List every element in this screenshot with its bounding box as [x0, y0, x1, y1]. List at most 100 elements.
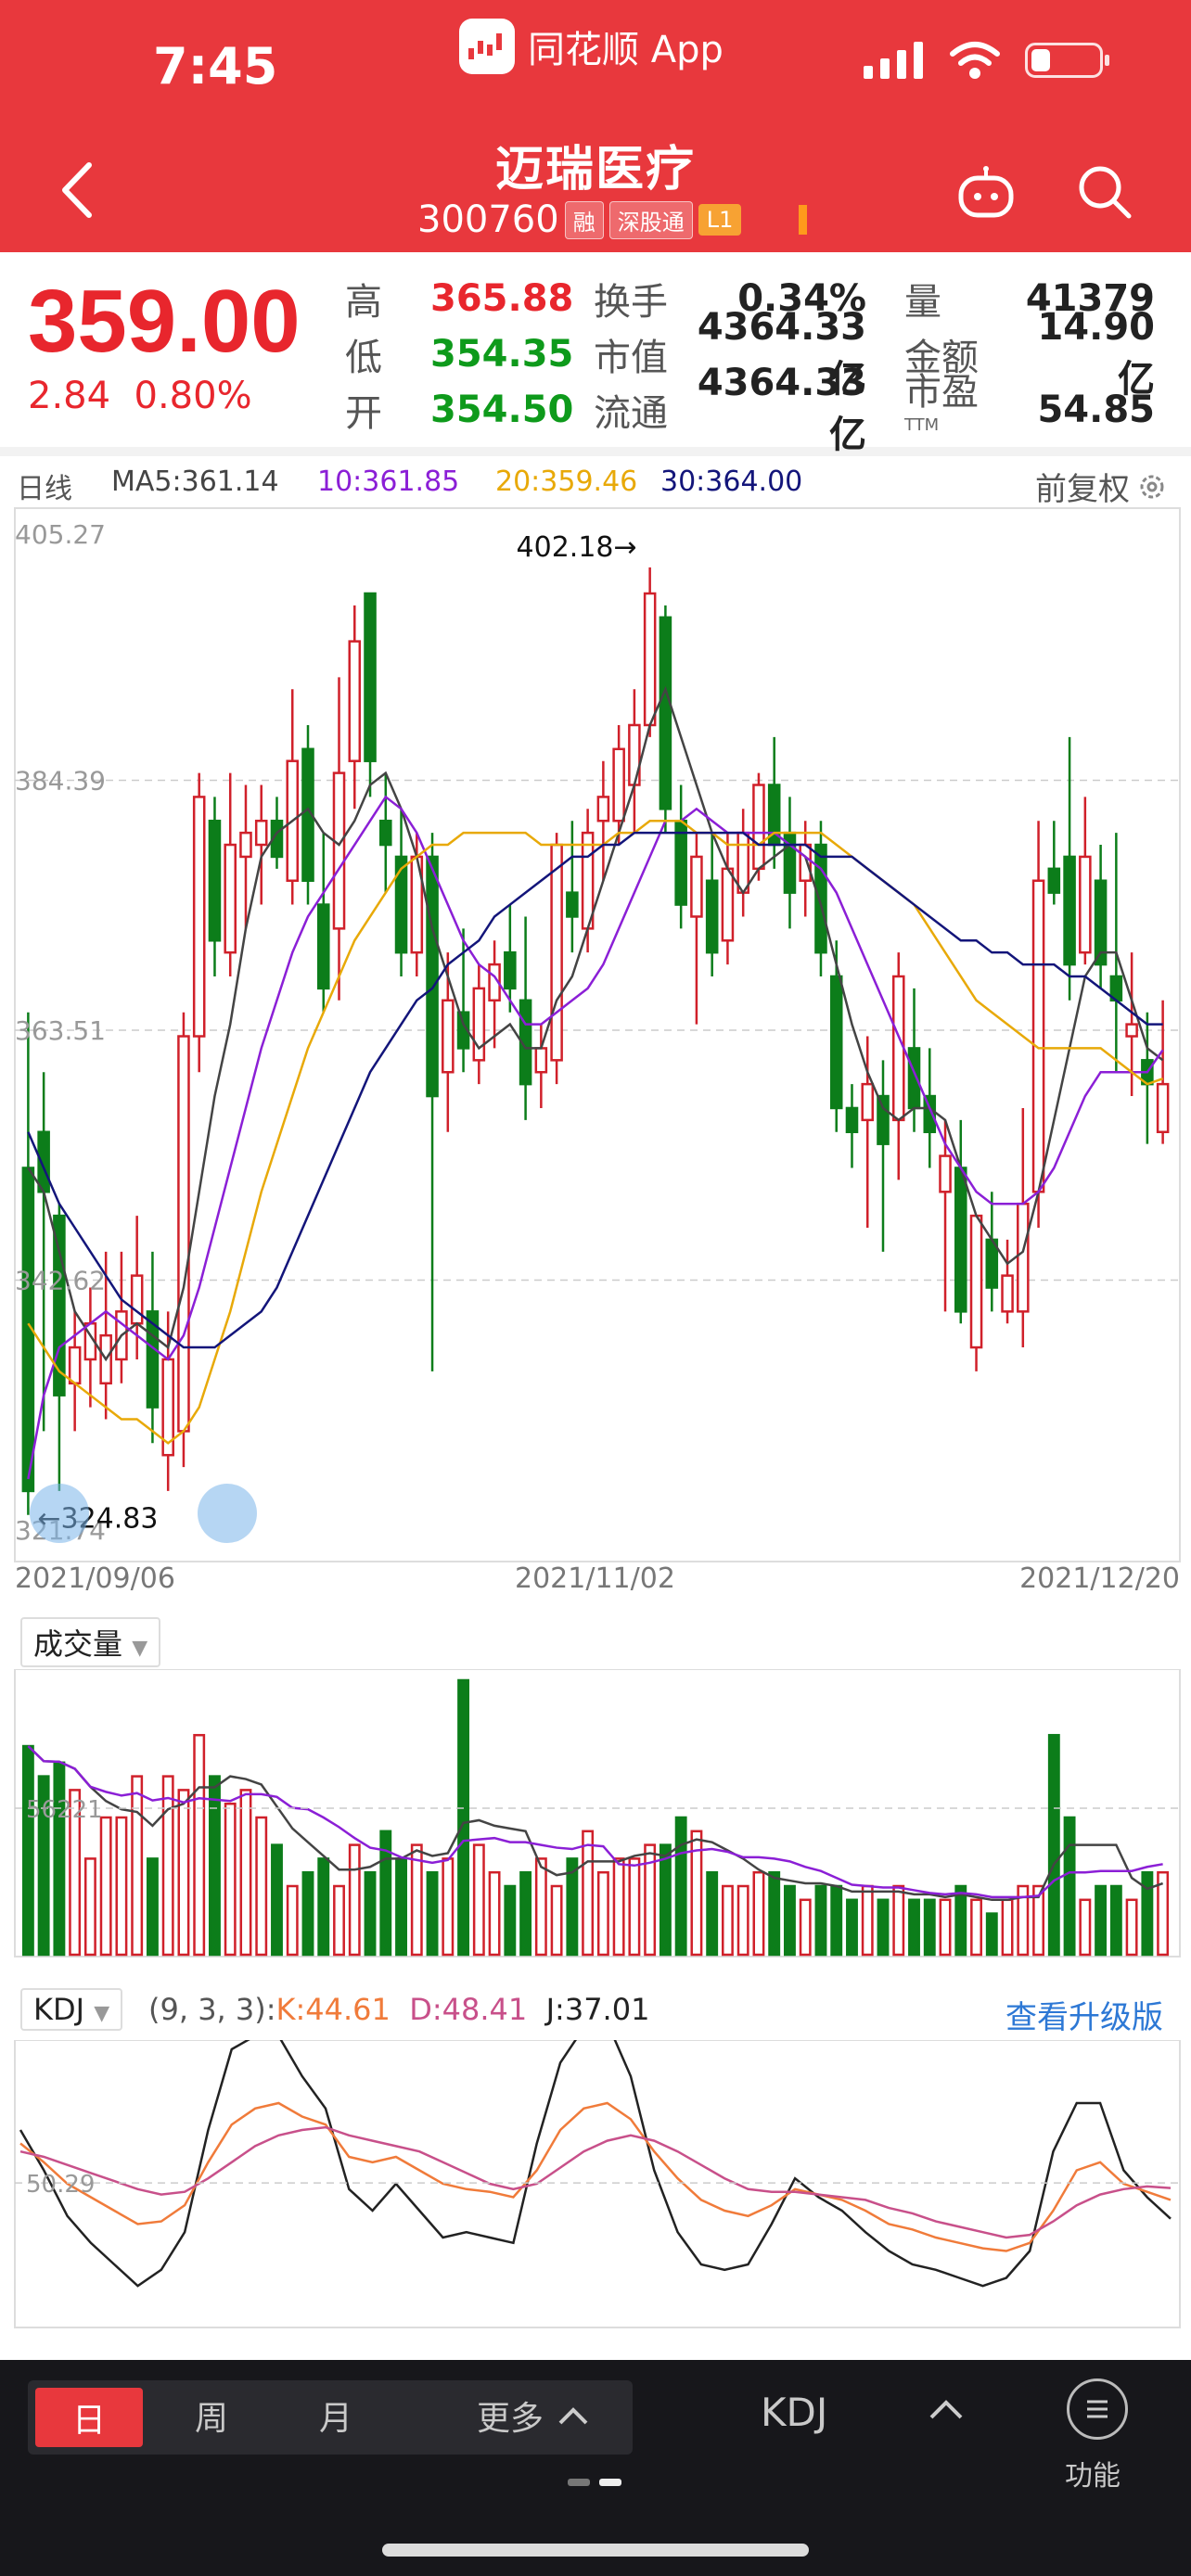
period-week-button[interactable]: 周: [195, 2400, 229, 2438]
scroll-right-handle[interactable]: [198, 1484, 257, 1543]
app-header: 7:45 同花顺 App 迈瑞医疗 300760: [0, 0, 1191, 252]
volume-bar: [426, 1870, 439, 1957]
upgrade-link[interactable]: 查看升级版: [1005, 1999, 1163, 2036]
x-date-label: 2021/11/02: [515, 1562, 675, 1595]
candle-body: [1031, 879, 1045, 1193]
indicator-switch-button[interactable]: KDJ: [761, 2390, 828, 2435]
volume-bar: [1047, 1733, 1060, 1957]
volume-bar: [877, 1898, 890, 1957]
adjust-setting[interactable]: 前复权: [1035, 464, 1169, 509]
volume-bar: [317, 1857, 330, 1957]
chevron-up-icon[interactable]: [928, 2397, 965, 2421]
volume-bar: [596, 1870, 609, 1957]
volume-bar: [908, 1898, 920, 1957]
app-logo-icon: [459, 19, 515, 74]
candle-body: [969, 1214, 983, 1349]
page-dot: [568, 2479, 590, 2486]
kline-chart[interactable]: 405.27384.39363.51342.62321.742021/09/06…: [0, 501, 1191, 1613]
period-month-button[interactable]: 月: [319, 2400, 353, 2438]
volume-bar: [21, 1744, 34, 1957]
volume-bar: [892, 1884, 905, 1957]
quote-label: 金额: [904, 337, 979, 379]
home-indicator[interactable]: [382, 2544, 809, 2557]
volume-bar: [1095, 1884, 1108, 1957]
volume-bar: [333, 1884, 345, 1957]
volume-bar: [674, 1816, 687, 1957]
indicator-label: KDJ: [33, 1992, 85, 2027]
candle-body: [799, 843, 812, 882]
volume-bar: [177, 1789, 190, 1957]
volume-chart[interactable]: 56221: [0, 1669, 1191, 1966]
quote-col-2: 换手 0.34% 市值 4364.33亿 流通 4364.33亿: [594, 271, 866, 456]
candle-body: [364, 592, 377, 762]
kdj-j-value: J:37.01: [545, 1992, 650, 2027]
candle-body: [566, 891, 579, 918]
indicator-selector[interactable]: KDJ ▼: [20, 1988, 123, 2031]
candle-body: [845, 1106, 859, 1134]
volume-bar: [799, 1898, 812, 1957]
volume-bar: [457, 1678, 470, 1957]
period-day-button[interactable]: 日: [35, 2388, 143, 2447]
ma20-line: [27, 819, 1164, 1445]
candle-body: [442, 999, 455, 1074]
volume-bar: [582, 1830, 595, 1957]
quote-label: 流通: [594, 392, 668, 435]
quote-value: 354.35: [430, 333, 574, 376]
quote-value: 14.90亿: [1037, 306, 1155, 401]
volume-bar: [239, 1789, 252, 1957]
quote-value: 0.34%: [737, 277, 866, 320]
candle-body: [1125, 1023, 1138, 1038]
y-tick-label: 342.62: [15, 1266, 106, 1296]
kdj-tick-label: 50.29: [26, 2171, 95, 2199]
stock-code-row: 300760 融 深股通 L1: [417, 198, 808, 241]
function-menu-button[interactable]: [1067, 2378, 1128, 2440]
app-indicator: 同花顺 App: [459, 17, 724, 76]
robot-assistant-icon[interactable]: [955, 165, 1017, 221]
candle-body: [1001, 1274, 1014, 1313]
volume-bar: [985, 1912, 998, 1957]
volume-selector[interactable]: 成交量 ▼: [20, 1617, 161, 1667]
candle-body: [53, 1214, 66, 1396]
volume-tick-label: 56221: [26, 1796, 103, 1824]
gear-icon: [1140, 475, 1164, 498]
volume-bar: [1109, 1884, 1122, 1957]
volume-bar: [1001, 1898, 1014, 1957]
ma-legend-bar: 日线 MA5:361.14 10:361.85 20:359.46 30:364…: [0, 456, 1191, 508]
volume-bar: [286, 1884, 299, 1957]
candle-body: [130, 1274, 144, 1325]
candle-body: [332, 772, 346, 930]
kdj-k-line: [19, 2101, 1172, 2252]
chevron-up-icon: [558, 2407, 588, 2425]
candle-body: [224, 843, 237, 954]
menu-icon: [1087, 2400, 1108, 2418]
volume-bar: [814, 1884, 827, 1957]
search-icon[interactable]: [1076, 163, 1133, 221]
quote-label: 低: [345, 337, 382, 379]
candle-body: [596, 796, 610, 823]
scroll-left-handle[interactable]: [30, 1484, 89, 1543]
candle-body: [1017, 1202, 1030, 1313]
back-button[interactable]: [54, 158, 100, 223]
volume-bar: [193, 1733, 206, 1957]
change-value: 2.84: [28, 375, 111, 417]
kdj-chart[interactable]: 50.29: [0, 2040, 1191, 2337]
candle-body: [239, 831, 252, 859]
period-more-button[interactable]: 更多: [477, 2391, 590, 2440]
volume-bar: [472, 1843, 485, 1957]
candle-body: [923, 1094, 937, 1134]
margin-tag: 融: [564, 200, 604, 239]
signal-icon: [864, 42, 923, 79]
quote-value: 354.50: [430, 389, 574, 431]
volume-bar: [706, 1870, 719, 1957]
ma10-value: 10:361.85: [317, 465, 460, 498]
candle-body: [643, 592, 657, 727]
candle-body: [504, 950, 517, 990]
volume-bar: [939, 1898, 952, 1957]
volume-bar: [442, 1857, 455, 1957]
volume-ma-line: [27, 1745, 1164, 1902]
candle-body: [612, 747, 625, 823]
volume-bar: [784, 1884, 796, 1957]
kline-period-label[interactable]: 日线: [17, 473, 72, 505]
volume-bar: [736, 1884, 749, 1957]
candle-body: [829, 975, 843, 1110]
